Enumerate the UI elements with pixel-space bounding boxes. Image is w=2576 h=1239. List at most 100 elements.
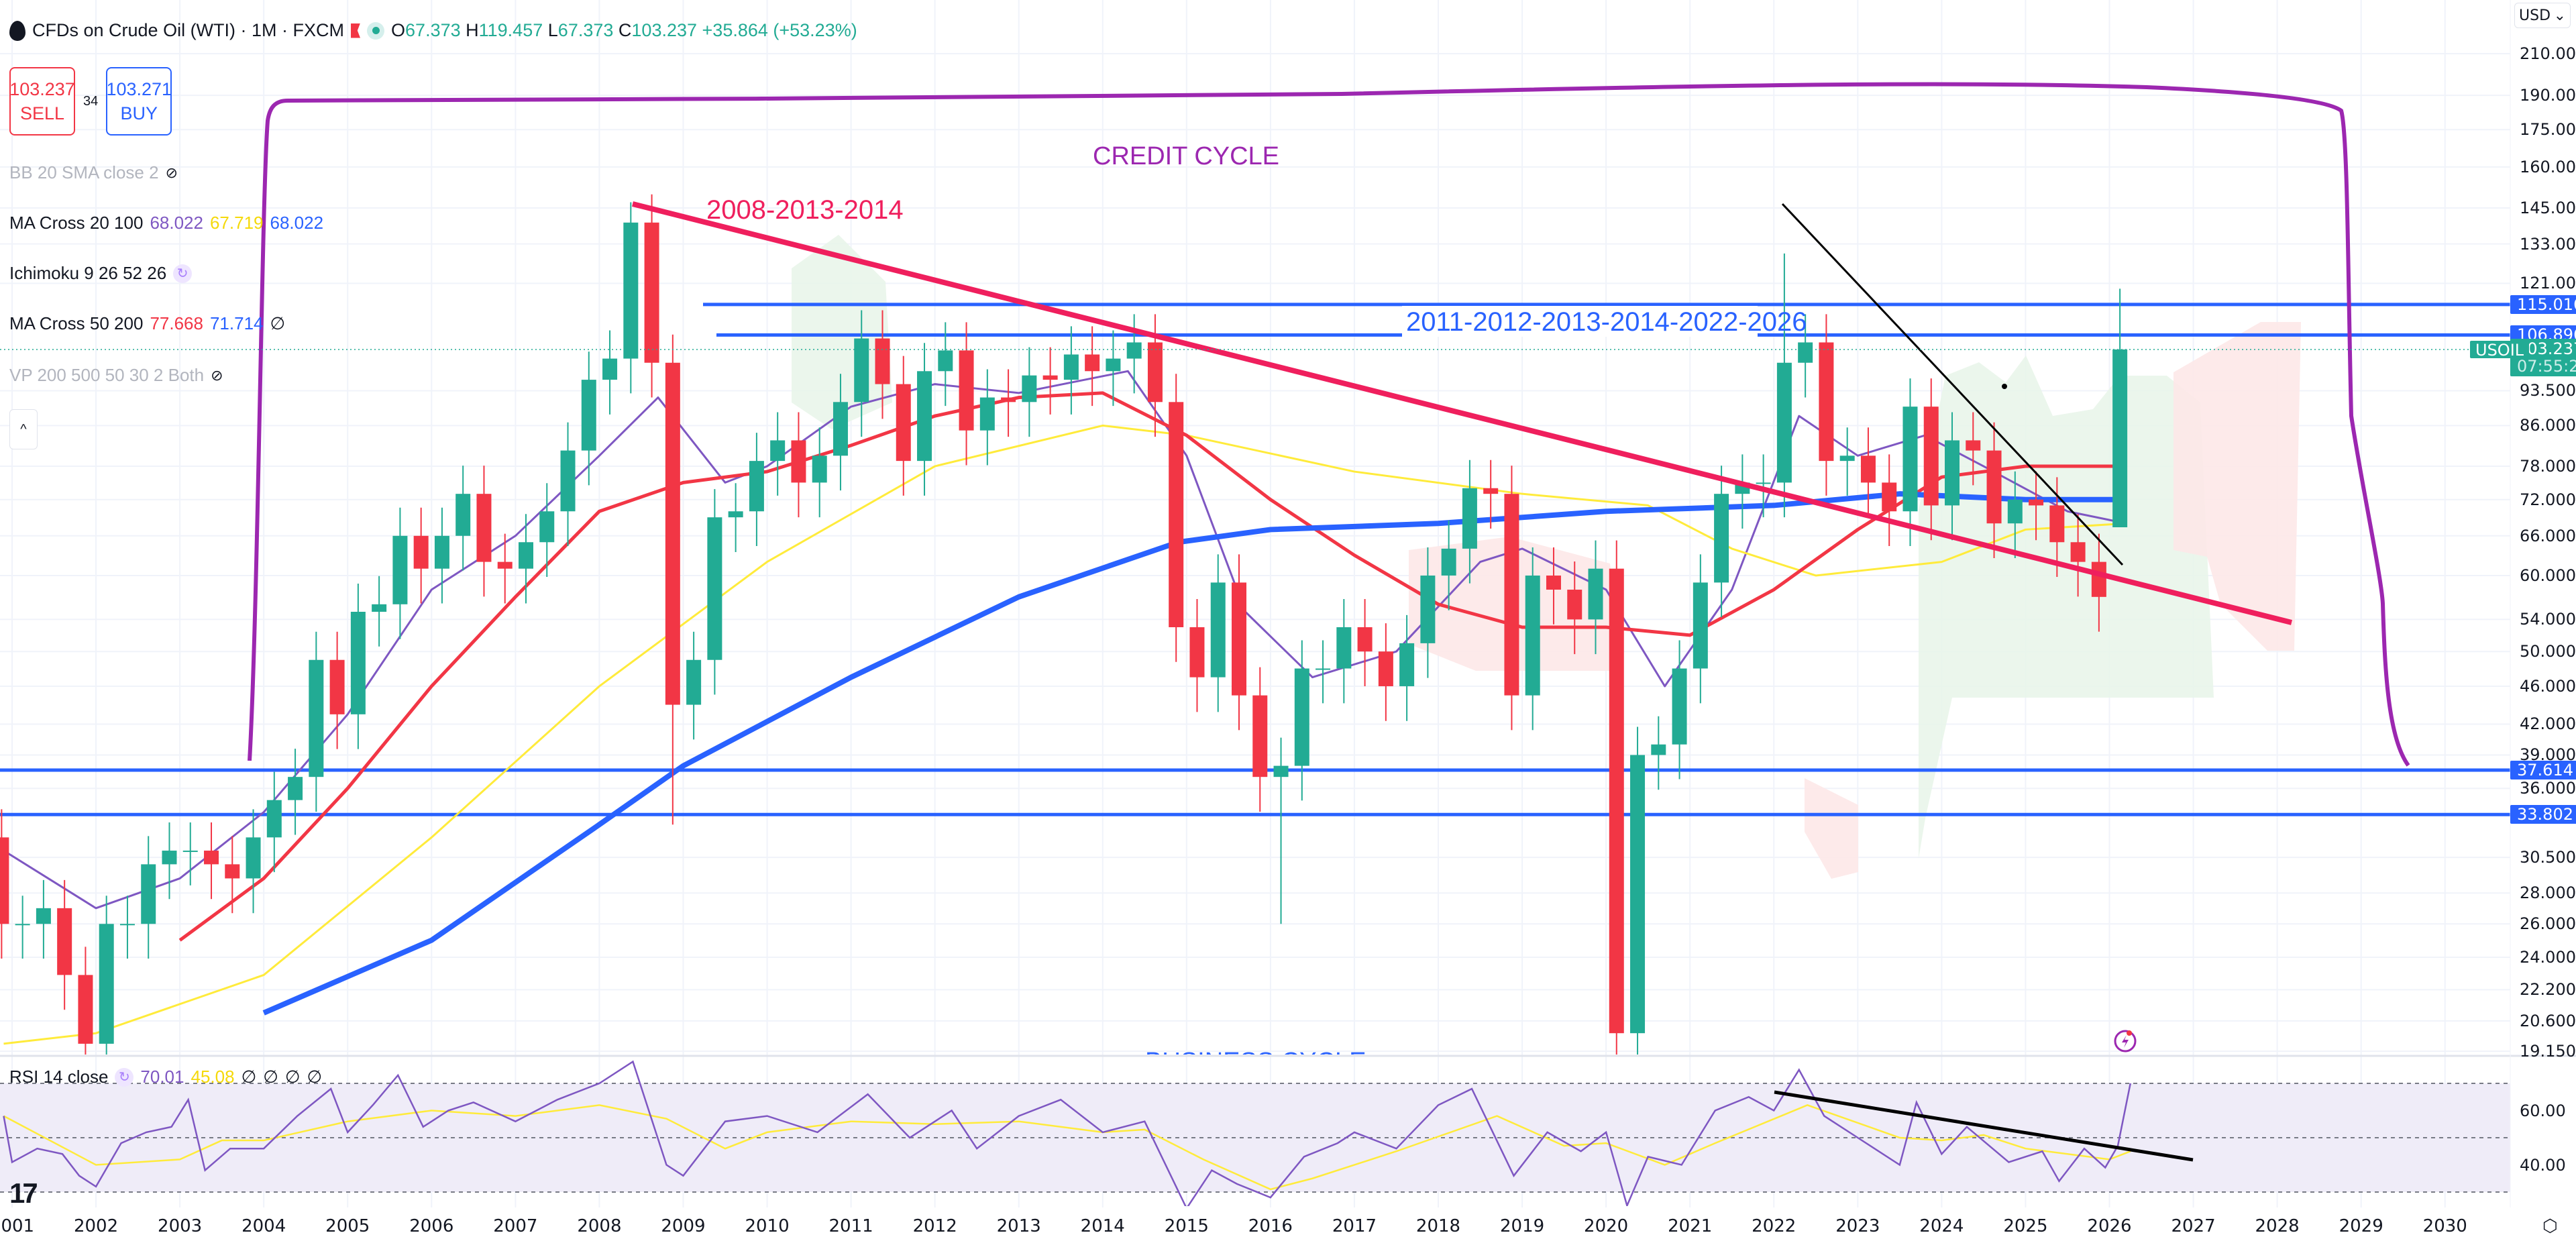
currency-select[interactable]: USD ⌄ — [2514, 3, 2571, 28]
candle-body — [1546, 575, 1561, 590]
candle — [728, 483, 743, 552]
credit-cycle-curve[interactable] — [248, 82, 2410, 767]
price-axis[interactable]: USD⌄ 210.000 190.000 175.000 160.000 145.000… — [2510, 0, 2576, 1239]
candle-body — [896, 384, 911, 462]
candle — [812, 427, 827, 518]
candle — [2029, 471, 2044, 541]
rsi-extra: ∅ — [263, 1067, 278, 1087]
time-tick: 2022 — [1752, 1216, 1796, 1236]
flag-icon[interactable] — [351, 23, 361, 38]
high-label: H — [466, 20, 479, 40]
time-tick: 2013 — [996, 1216, 1041, 1236]
candle — [1693, 554, 1708, 704]
candle — [1316, 640, 1331, 704]
level-price-tag[interactable]: 115.016 — [2510, 294, 2576, 314]
rsi-trendline[interactable] — [1774, 1090, 2194, 1162]
indicator-vp[interactable]: VP 200 500 50 30 2 Both ⊘ — [9, 365, 223, 386]
candle — [1756, 454, 1771, 518]
tradingview-logo[interactable]: 17 — [9, 1177, 38, 1209]
time-tick: 2019 — [1499, 1216, 1545, 1236]
indicator-ichimoku[interactable]: Ichimoku 9 26 52 26 ↻ — [9, 263, 193, 284]
candle-body — [686, 659, 702, 705]
trendline-label: 2008-2013-2014 — [706, 195, 904, 225]
candle — [1126, 314, 1142, 394]
eye-off-icon[interactable]: ⊘ — [211, 366, 223, 384]
candle-body — [728, 511, 743, 518]
candle — [1504, 466, 1519, 731]
time-tick: 2010 — [745, 1216, 790, 1236]
candle — [78, 947, 93, 1055]
candle — [1651, 716, 1666, 790]
price-tick: 42.000 — [2520, 714, 2576, 734]
rsi-legend[interactable]: RSI 14 close ↻ 70.01 45.08 ∅ ∅ ∅ ∅ — [9, 1067, 322, 1087]
moving-averages — [3, 370, 2127, 1045]
candle-body — [560, 450, 576, 512]
candle-body — [854, 338, 869, 402]
candle-body — [917, 371, 932, 462]
chevron-up-icon[interactable]: ^ — [9, 409, 38, 449]
currency-label: USD — [2519, 7, 2551, 24]
candle — [1420, 547, 1436, 678]
price-tick: 30.500 — [2520, 848, 2576, 867]
price-tick: 50.000 — [2520, 642, 2576, 661]
price-tick: 190.000 — [2520, 86, 2576, 105]
candle — [204, 822, 219, 900]
candle-body — [162, 851, 177, 865]
level-price-tag[interactable]: 37.614 — [2510, 760, 2576, 779]
candle — [1567, 561, 1582, 655]
candle-body — [602, 358, 618, 380]
settings-icon[interactable]: ⬡ — [2542, 1216, 2558, 1236]
black-trendline-2022[interactable] — [1781, 203, 2124, 566]
candle — [1210, 554, 1226, 712]
time-tick: 2017 — [1332, 1216, 1377, 1236]
candle — [1714, 466, 1729, 618]
time-tick: 2014 — [1080, 1216, 1125, 1236]
candle — [1672, 640, 1687, 779]
candle-body — [1420, 575, 1436, 643]
red-trendline-2008[interactable] — [632, 201, 2292, 625]
ichimoku-cloud-red-3 — [1805, 778, 1858, 879]
candle — [1588, 540, 1603, 655]
price-tick: 145.000 — [2520, 199, 2576, 217]
level-price-tag[interactable]: 33.802 — [2510, 805, 2576, 824]
time-tick: 2005 — [325, 1216, 370, 1236]
candle — [1106, 330, 1121, 407]
candle — [266, 771, 282, 873]
candle-body — [2049, 505, 2065, 543]
candle-body — [15, 924, 30, 926]
candle-body — [1232, 582, 1247, 696]
candle-body — [539, 511, 555, 543]
indicator-bb[interactable]: BB 20 SMA close 2 ⊘ — [9, 162, 178, 183]
rsi-tick: 60.00 — [2520, 1101, 2566, 1120]
symbol-title[interactable]: CFDs on Crude Oil (WTI) · 1M · FXCM — [32, 20, 345, 40]
candle — [392, 507, 408, 639]
bar-countdown: 07:55:26 — [2517, 356, 2576, 376]
rsi-series — [3, 1060, 2131, 1206]
refresh-icon: ↻ — [115, 1067, 134, 1087]
candle-body — [36, 908, 51, 924]
candle-body — [497, 561, 513, 569]
candle-body — [57, 908, 72, 975]
candlestick-series — [0, 194, 2128, 1055]
indicator-ma-cross-50-200[interactable]: MA Cross 50 200 77.668 71.714 ∅ — [9, 313, 285, 334]
sell-button[interactable]: 103.237 SELL — [9, 67, 75, 136]
candle — [372, 576, 387, 647]
candle — [1776, 253, 1792, 518]
candle-body — [78, 975, 93, 1044]
open-label: O — [391, 20, 406, 40]
candle-body — [1063, 354, 1079, 380]
indicator-ma-cross-20-100[interactable]: MA Cross 20 100 68.022 67.719 68.022 — [9, 213, 323, 233]
buy-button[interactable]: 103.271 BUY — [106, 67, 172, 136]
lightning-icon[interactable] — [2114, 1030, 2137, 1053]
resistance-label-bg — [1402, 306, 1758, 337]
candle-body — [141, 864, 156, 924]
candle — [979, 369, 995, 466]
eye-off-icon[interactable]: ⊘ — [165, 164, 178, 181]
candle-body — [0, 837, 9, 924]
indicator-value: 68.022 — [150, 213, 203, 233]
candle — [1945, 412, 1960, 541]
indicator-name: Ichimoku 9 26 52 26 — [9, 263, 167, 283]
candle — [1022, 347, 1037, 437]
candle-body — [1106, 358, 1121, 372]
